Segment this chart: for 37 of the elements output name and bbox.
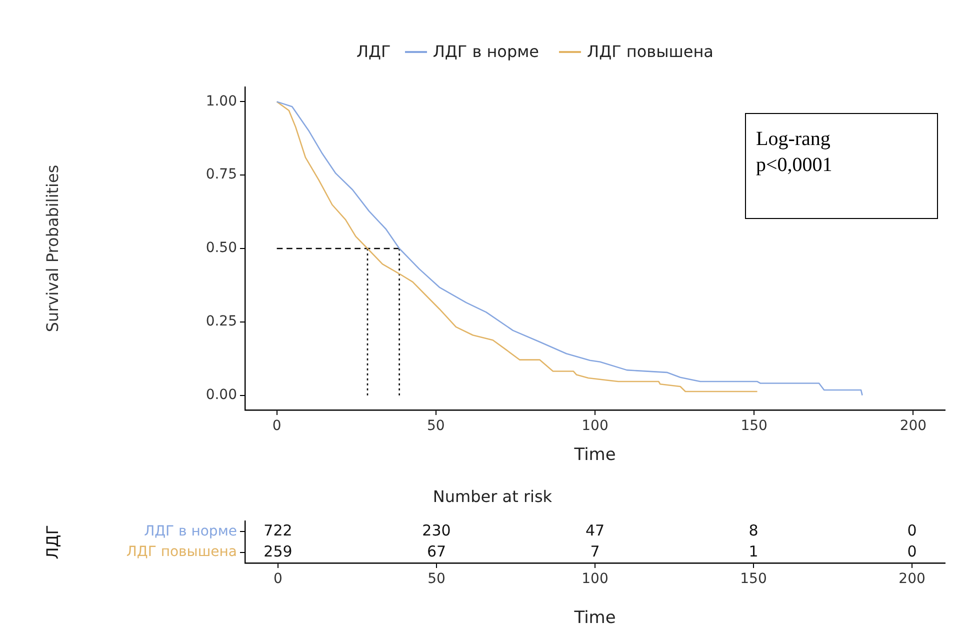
data-label: 259 — [264, 542, 292, 560]
chart-title: Number at risk — [432, 486, 553, 506]
data-label: 0 — [907, 542, 917, 560]
legend-label: ЛДГ в норме — [432, 42, 540, 61]
x-tick-label: 200 — [900, 418, 927, 434]
y-tick-label: ЛДГ повышена — [126, 544, 237, 560]
legend-title: ЛДГ — [356, 42, 391, 61]
x-tick-label: 0 — [272, 418, 282, 434]
annotation: p<0,0001 — [756, 153, 834, 178]
x-tick-label: 50 — [428, 571, 446, 588]
x-tick-label: 100 — [582, 418, 608, 434]
x-tick-label: 50 — [426, 418, 445, 434]
y-tick-label: 0.25 — [206, 314, 237, 330]
x-axis-title: Time — [573, 445, 616, 466]
data-label: 7 — [590, 542, 600, 560]
data-label: 47 — [585, 522, 605, 540]
y-tick-label: 0.00 — [206, 386, 237, 403]
annotation: Log-rang — [756, 127, 832, 152]
y-tick-label: 0.75 — [206, 166, 237, 183]
data-label: 8 — [748, 522, 758, 540]
x-tick-label: 150 — [740, 418, 768, 434]
data-label: 722 — [264, 522, 292, 540]
x-tick-label: 100 — [582, 571, 608, 588]
x-tick-label: 150 — [740, 571, 767, 588]
data-label: 67 — [426, 542, 446, 560]
y-axis-title: ЛДГ — [42, 524, 62, 560]
data-label: 0 — [907, 522, 917, 540]
legend-label: ЛДГ повышена — [587, 42, 714, 61]
x-tick-label: 0 — [274, 571, 282, 588]
y-tick-label: 1.00 — [206, 93, 237, 110]
y-tick-label: ЛДГ в норме — [144, 523, 237, 540]
x-axis-title: Time — [573, 608, 616, 628]
data-label: 230 — [422, 522, 451, 540]
x-tick-label: 200 — [898, 571, 926, 588]
y-tick-label: 0.50 — [206, 240, 237, 256]
data-label: 1 — [748, 542, 758, 560]
y-axis-title: Survival Probabilities — [42, 164, 62, 332]
